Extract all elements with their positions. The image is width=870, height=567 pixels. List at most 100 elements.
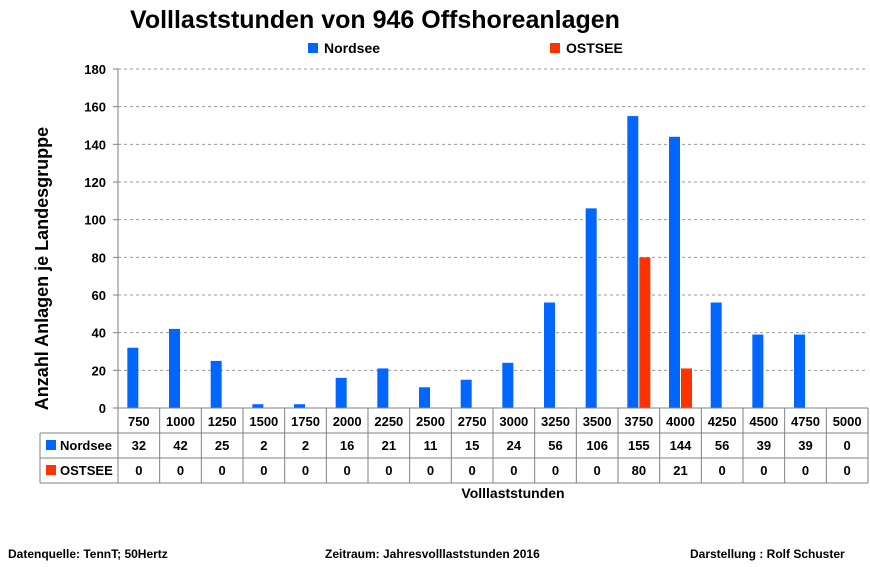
bar-nordsee-1000 [169, 328, 180, 408]
table-cell-value: 32 [132, 438, 146, 453]
bar-nordsee-2000 [335, 377, 347, 408]
table-cell-value: 39 [798, 438, 812, 453]
x-tick-label: 750 [128, 414, 150, 429]
table-cell-value: 42 [173, 438, 187, 453]
table-legend-swatch-ostsee [46, 465, 56, 475]
table-cell-value: 24 [507, 438, 522, 453]
y-tick-label: 100 [84, 213, 106, 228]
y-tick-label: 0 [99, 401, 106, 416]
table-cell-value: 0 [135, 463, 142, 478]
table-cell-value: 0 [219, 463, 226, 478]
table-cell-value: 155 [628, 438, 650, 453]
x-axis-title: Volllaststunden [461, 485, 564, 501]
bar-nordsee-3000 [502, 362, 514, 408]
x-tick-label: 2250 [374, 414, 403, 429]
bar-nordsee-4250 [710, 302, 722, 408]
table-cell-value: 0 [844, 463, 851, 478]
table-cell-value: 0 [760, 463, 767, 478]
x-tick-label: 4000 [666, 414, 695, 429]
x-tick-label: 3000 [499, 414, 528, 429]
x-tick-label: 3250 [541, 414, 570, 429]
legend-label-ostsee: OSTSEE [566, 40, 623, 56]
x-tick-label: 4500 [749, 414, 778, 429]
bar-nordsee-2500 [419, 387, 430, 408]
bar-nordsee-4000 [669, 136, 680, 409]
y-tick-label: 120 [84, 175, 106, 190]
footer-author: Darstellung : Rolf Schuster [690, 547, 845, 561]
x-tick-label: 3750 [624, 414, 653, 429]
table-cell-value: 0 [844, 438, 851, 453]
table-cell-value: 15 [465, 438, 479, 453]
bar-nordsee-1500 [252, 404, 264, 408]
y-tick-label: 80 [92, 250, 106, 265]
y-tick-label: 180 [84, 62, 106, 77]
bar-nordsee-3250 [544, 302, 555, 408]
x-tick-label: 1750 [291, 414, 320, 429]
x-tick-label: 5000 [833, 414, 862, 429]
bar-nordsee-3750 [627, 116, 639, 408]
bar-nordsee-2250 [377, 368, 389, 408]
bar-nordsee-1250 [210, 360, 222, 408]
table-cell-value: 0 [260, 463, 267, 478]
x-tick-label: 1500 [249, 414, 278, 429]
table-cell-value: 0 [510, 463, 517, 478]
legend-swatch-nordsee [308, 43, 318, 53]
table-cell-value: 2 [302, 438, 309, 453]
y-tick-label: 140 [84, 137, 106, 152]
table-legend-swatch-nordsee [46, 440, 56, 450]
bar-nordsee-2750 [460, 379, 472, 408]
footer-source: Datenquelle: TennT; 50Hertz [8, 547, 168, 561]
x-tick-label: 4750 [791, 414, 820, 429]
legend-item-nordsee: Nordsee [308, 40, 380, 56]
legend-label-nordsee: Nordsee [324, 40, 381, 56]
table-cell-value: 21 [382, 438, 396, 453]
x-tick-label: 2000 [333, 414, 362, 429]
table-cell-value: 0 [344, 463, 351, 478]
table-cell-value: 39 [757, 438, 771, 453]
bar-ostsee-3750 [639, 257, 651, 408]
table-series-label-nordsee: Nordsee [60, 438, 112, 453]
table-cell-value: 0 [719, 463, 726, 478]
bar-ostsee-4000 [681, 368, 692, 408]
table-cell-value: 0 [427, 463, 434, 478]
legend-item-ostsee: OSTSEE [550, 40, 623, 56]
table-cell-value: 80 [632, 463, 646, 478]
bar-nordsee-4500 [752, 334, 764, 408]
x-tick-label: 1250 [208, 414, 237, 429]
table-cell-value: 2 [260, 438, 267, 453]
table-cell-value: 11 [424, 438, 438, 453]
y-tick-label: 60 [92, 288, 106, 303]
table-cell-value: 16 [340, 438, 354, 453]
y-tick-label: 20 [92, 363, 106, 378]
bar-nordsee-1750 [294, 404, 305, 408]
table-cell-value: 0 [802, 463, 809, 478]
legend-swatch-ostsee [550, 43, 560, 53]
table-cell-value: 144 [670, 438, 692, 453]
table-cell-value: 25 [215, 438, 229, 453]
table-series-label-ostsee: OSTSEE [60, 463, 113, 478]
bar-nordsee-3500 [585, 208, 597, 408]
x-tick-label: 2750 [458, 414, 487, 429]
table-cell-value: 21 [673, 463, 687, 478]
table-cell-value: 0 [594, 463, 601, 478]
table-cell-value: 0 [302, 463, 309, 478]
bar-nordsee-4750 [794, 334, 805, 408]
y-tick-label: 40 [92, 326, 106, 341]
chart-title: Volllaststunden von 946 Offshoreanlagen [130, 6, 620, 34]
x-tick-label: 4250 [708, 414, 737, 429]
table-cell-value: 0 [385, 463, 392, 478]
x-tick-label: 2500 [416, 414, 445, 429]
table-cell-value: 56 [548, 438, 562, 453]
table-cell-value: 0 [177, 463, 184, 478]
table-cell-value: 106 [586, 438, 608, 453]
table-cell-value: 0 [552, 463, 559, 478]
x-tick-label: 3500 [583, 414, 612, 429]
table-cell-value: 56 [715, 438, 729, 453]
y-axis-title: Anzahl Anlagen je Landesgruppe [32, 127, 52, 410]
footer-period: Zeitraum: Jahresvolllaststunden 2016 [325, 547, 540, 561]
bar-nordsee-750 [127, 347, 139, 408]
table-cell-value: 0 [469, 463, 476, 478]
y-tick-label: 160 [84, 100, 106, 115]
x-tick-label: 1000 [166, 414, 195, 429]
